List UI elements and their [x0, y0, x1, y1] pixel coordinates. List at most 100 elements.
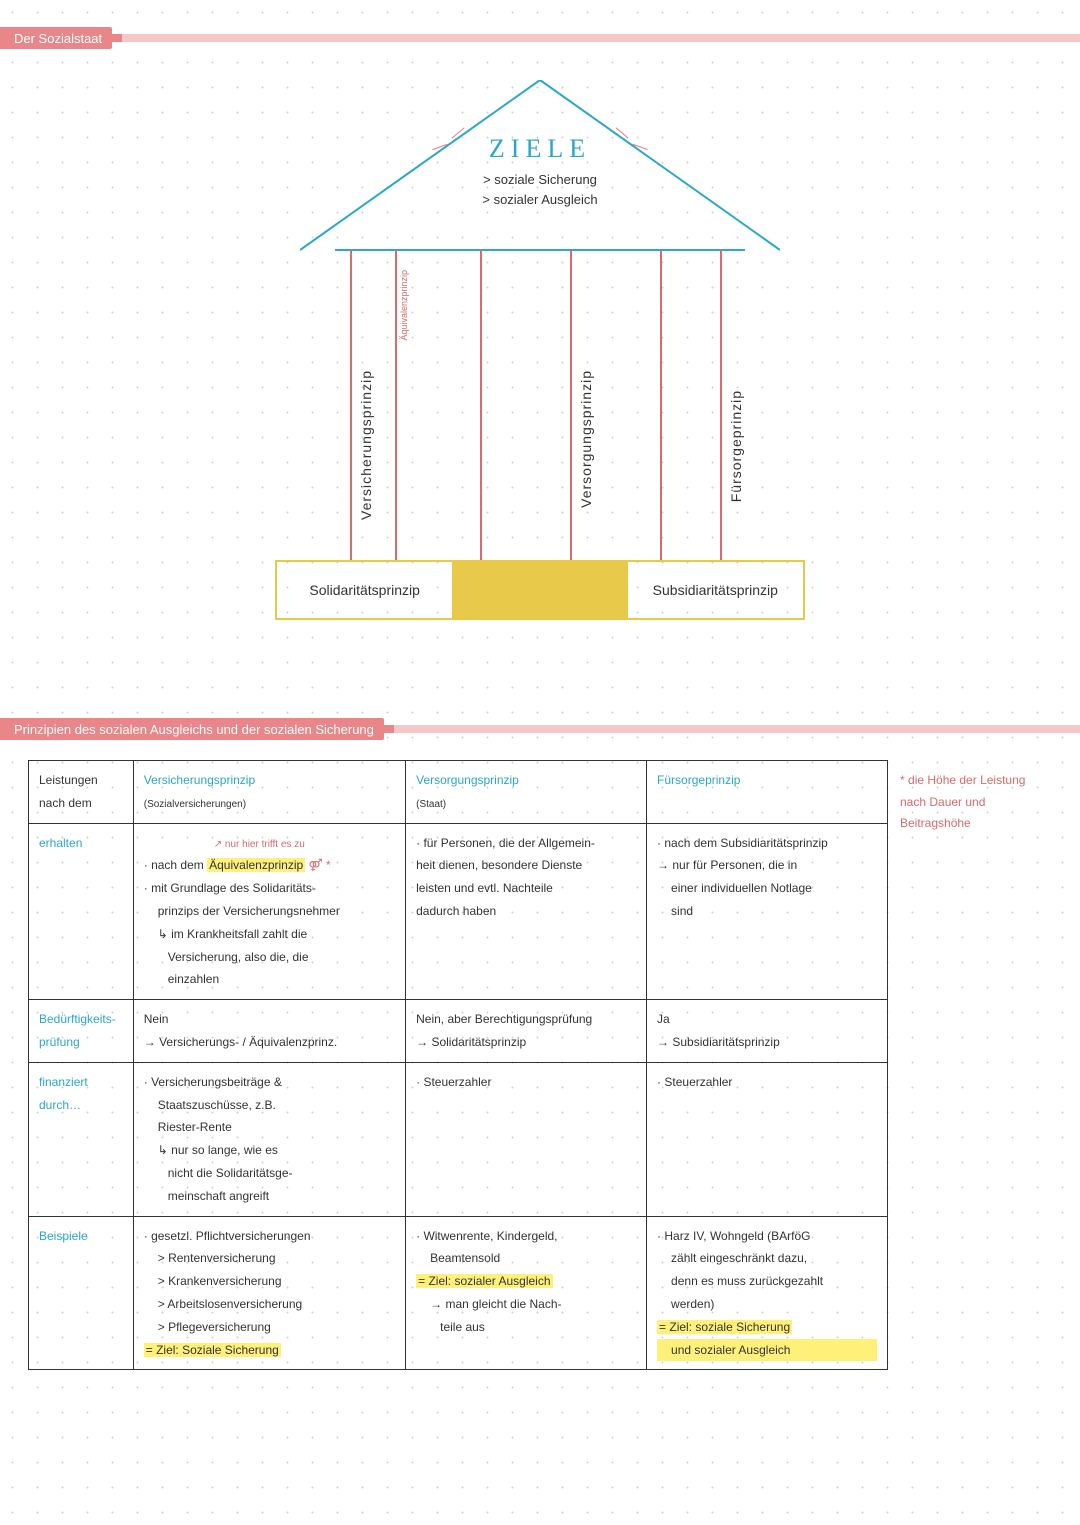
lbl: erhalten: [39, 836, 82, 850]
section-banner-1: Der Sozialstaat: [0, 27, 1080, 49]
house-diagram: — — — — ZIELE > soziale Sicherung > sozi…: [240, 60, 840, 660]
row-label: erhalten: [29, 823, 134, 1000]
header-col1: Versicherungsprinzip (Sozialversicherung…: [133, 761, 405, 824]
table-row-beispiele: Beispiele · gesetzl. Pflichtversicherung…: [29, 1216, 888, 1370]
base-divider: [452, 562, 627, 618]
banner-title: Prinzipien des sozialen Ausgleichs und d…: [14, 722, 374, 737]
t: ↳ nur so lange, wie es: [144, 1139, 395, 1162]
t: Versicherung, also die, die: [144, 946, 395, 969]
roof-subtitle-1: > soziale Sicherung: [300, 172, 780, 187]
cell-c2: Nein, aber Berechtigungsprüfung → Solida…: [406, 1000, 647, 1063]
t: → man gleicht die Nach-: [416, 1293, 636, 1316]
header-col2: Versorgungsprinzip (Staat): [406, 761, 647, 824]
t: → Subsidiaritätsprinzip: [657, 1035, 780, 1049]
t: einzahlen: [144, 968, 395, 991]
cell-c1: Nein → Versicherungs- / Äquivalenzprinz.: [133, 1000, 405, 1063]
cell-c3: · Harz IV, Wohngeld (BArföG zählt einges…: [647, 1216, 888, 1370]
h2a: Versorgungsprinzip: [416, 773, 519, 787]
t: Riester-Rente: [144, 1116, 395, 1139]
t: Staatszuschüsse, z.B.: [144, 1094, 395, 1117]
cell-c3: · nach dem Subsidiaritätsprinzip → nur f…: [647, 823, 888, 1000]
t: dadurch haben: [416, 904, 496, 918]
t: Beamtensold: [416, 1247, 636, 1270]
sn2: nach Dauer und: [900, 795, 985, 809]
roof-title: ZIELE: [300, 134, 780, 164]
pillar-line-6: [720, 250, 722, 560]
pillar-label-1: Versicherungsprinzip: [358, 370, 374, 520]
base-right: Subsidiaritätsprinzip: [628, 562, 803, 618]
t: · für Personen, die der Allgemein-: [416, 836, 595, 850]
banner-cap: [112, 34, 122, 42]
principles-table: Leistungen nach dem Versicherungsprinzip…: [28, 760, 888, 1370]
sidenote: * die Höhe der Leistung nach Dauer und B…: [900, 770, 1070, 835]
roof: — — — — ZIELE > soziale Sicherung > sozi…: [300, 80, 780, 250]
h3a: Fürsorgeprinzip: [657, 773, 740, 787]
table-header-row: Leistungen nach dem Versicherungsprinzip…: [29, 761, 888, 824]
t: > Krankenversicherung: [144, 1270, 395, 1293]
t: > Arbeitslosenversicherung: [144, 1293, 395, 1316]
star: *: [900, 773, 905, 787]
lbl: finanziert: [39, 1075, 88, 1089]
row-label: finanziert durch…: [29, 1062, 134, 1216]
t: zählt eingeschränkt dazu,: [657, 1247, 877, 1270]
t: Nein, aber Berechtigungsprüfung: [416, 1012, 592, 1026]
base-left: Solidaritätsprinzip: [277, 562, 452, 618]
t: Ja: [657, 1012, 670, 1026]
t: · mit Grundlage des Solidaritäts-: [144, 881, 316, 895]
banner-cap: [384, 725, 394, 733]
t: nicht die Solidaritätsge-: [144, 1162, 395, 1185]
banner-rule: [122, 34, 1080, 42]
t: · gesetzl. Pflichtversicherungen: [144, 1229, 311, 1243]
t: leisten und evtl. Nachteile: [416, 881, 553, 895]
t: → Versicherungs- / Äquivalenzprinz.: [144, 1035, 337, 1049]
table-row-erhalten: erhalten ↗ nur hier trifft es zu · nach …: [29, 823, 888, 1000]
header-col0: Leistungen nach dem: [29, 761, 134, 824]
t: werden): [657, 1293, 877, 1316]
hl: Äquivalenzprinzip: [207, 858, 305, 872]
hl: und sozialer Ausgleich: [657, 1339, 877, 1362]
lbl: Beispiele: [39, 1229, 88, 1243]
lbl: prüfung: [39, 1035, 80, 1049]
t: heit dienen, besondere Dienste: [416, 858, 582, 872]
t: > Pflegeversicherung: [144, 1316, 395, 1339]
pillar-mini-label: Äquivalenzprinzip: [399, 270, 409, 341]
t: meinschaft angreift: [144, 1185, 395, 1208]
section-banner-2: Prinzipien des sozialen Ausgleichs und d…: [0, 718, 1080, 740]
table-row-pruefung: Bedürftigkeits- prüfung Nein → Versicher…: [29, 1000, 888, 1063]
t: ⚤ *: [305, 858, 330, 872]
t: denn es muss zurückgezahlt: [657, 1270, 877, 1293]
pillar-label-3: Fürsorgeprinzip: [728, 390, 744, 502]
cell-c2: · Steuerzahler: [406, 1062, 647, 1216]
lbl: Bedürftigkeits-: [39, 1012, 116, 1026]
cell-c2: · für Personen, die der Allgemein- heit …: [406, 823, 647, 1000]
cell-c2: · Witwenrente, Kindergeld, Beamtensold =…: [406, 1216, 647, 1370]
t: → Solidaritätsprinzip: [416, 1035, 526, 1049]
base-box: Solidaritätsprinzip Subsidiaritätsprinzi…: [275, 560, 805, 620]
sn3: Beitragshöhe: [900, 816, 971, 830]
h1a: Versicherungsprinzip: [144, 773, 255, 787]
t: · Versicherungsbeiträge &: [144, 1075, 282, 1089]
cell-c3: Ja → Subsidiaritätsprinzip: [647, 1000, 888, 1063]
banner-title: Der Sozialstaat: [14, 31, 102, 46]
h2b: (Staat): [416, 799, 446, 810]
t: · nach dem Subsidiaritätsprinzip: [657, 836, 828, 850]
t: · Steuerzahler: [657, 1075, 732, 1089]
t: · Harz IV, Wohngeld (BArföG: [657, 1229, 810, 1243]
note: ↗ nur hier trifft es zu: [144, 839, 305, 850]
hl: = Ziel: sozialer Ausgleich: [416, 1274, 552, 1288]
t: Nein: [144, 1012, 169, 1026]
t: · nach dem: [144, 858, 207, 872]
t: sind: [657, 900, 877, 923]
sn1: die Höhe der Leistung: [908, 773, 1025, 787]
row-label: Bedürftigkeits- prüfung: [29, 1000, 134, 1063]
table-row-finanziert: finanziert durch… · Versicherungsbeiträg…: [29, 1062, 888, 1216]
pillar-line-4: [570, 250, 572, 560]
t: · Steuerzahler: [416, 1075, 491, 1089]
header-col3: Fürsorgeprinzip: [647, 761, 888, 824]
h0b: nach dem: [39, 796, 92, 810]
cell-c3: · Steuerzahler: [647, 1062, 888, 1216]
cell-c1: ↗ nur hier trifft es zu · nach dem Äquiv…: [133, 823, 405, 1000]
t: einer individuellen Notlage: [657, 877, 877, 900]
hl: = Ziel: Soziale Sicherung: [144, 1343, 281, 1357]
pillar-line-5: [660, 250, 662, 560]
